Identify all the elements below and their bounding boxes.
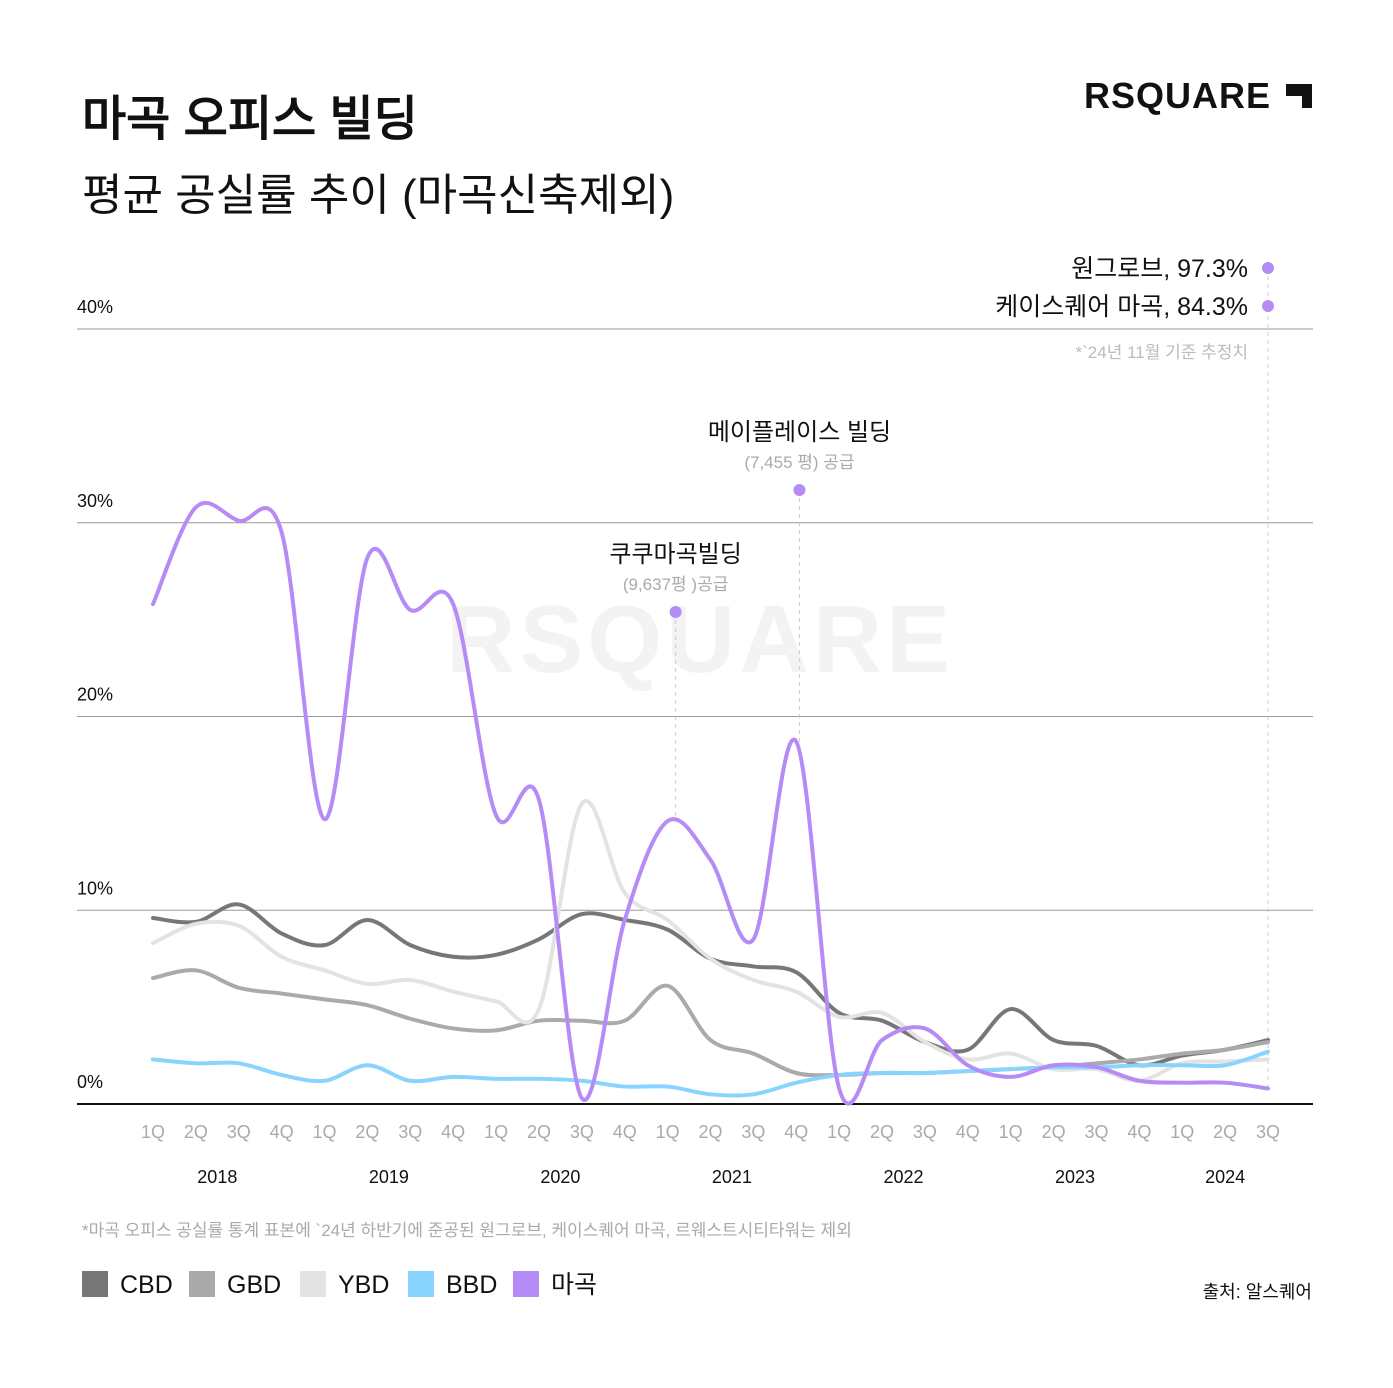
series-line (151, 1049, 1270, 1098)
x-tick-label: 2Q (698, 1122, 722, 1142)
x-tick-label: 1Q (1170, 1122, 1194, 1142)
x-tick-label: 1Q (141, 1122, 165, 1142)
x-group-label: 2019 (369, 1167, 409, 1187)
series-line (151, 799, 1270, 1083)
x-group-label: 2020 (540, 1167, 580, 1187)
outlier-label: 원그로브, 97.3% (1071, 255, 1248, 283)
series-line (151, 500, 1270, 1106)
x-tick-label: 4Q (613, 1122, 637, 1142)
watermark: RSQUARE (446, 586, 954, 693)
annotation-text: 메이플레이스 빌딩 (708, 419, 891, 446)
x-tick-label: 1Q (484, 1122, 508, 1142)
source: 출처: 알스퀘어 (1203, 1282, 1312, 1302)
legend-label: YBD (338, 1271, 389, 1299)
x-tick-label: 3Q (1256, 1122, 1280, 1142)
x-tick-label: 2Q (1042, 1122, 1066, 1142)
legend-swatch (408, 1271, 434, 1297)
chart-title: 마곡 오피스 빌딩 (82, 93, 418, 146)
x-group-label: 2018 (197, 1167, 237, 1187)
x-tick-label: 4Q (441, 1122, 465, 1142)
x-group-label: 2024 (1205, 1167, 1245, 1187)
legend-swatch (189, 1271, 215, 1297)
x-tick-label: 1Q (313, 1122, 337, 1142)
x-tick-label: 1Q (656, 1122, 680, 1142)
annotation-text: 쿠쿠마곡빌딩 (609, 541, 741, 568)
y-tick-label: 30% (77, 491, 113, 511)
legend-label: CBD (120, 1271, 173, 1299)
brand-icon (1286, 84, 1312, 108)
y-tick-label: 20% (77, 685, 113, 705)
x-tick-label: 2Q (1213, 1122, 1237, 1142)
legend-label: GBD (227, 1271, 281, 1299)
annotation-dot (669, 606, 682, 618)
annotation-dot (793, 484, 806, 496)
x-tick-label: 4Q (1127, 1122, 1151, 1142)
x-tick-label: 4Q (270, 1122, 294, 1142)
x-tick-label: 3Q (570, 1122, 594, 1142)
x-tick-label: 3Q (1084, 1122, 1108, 1142)
y-tick-label: 0% (77, 1072, 103, 1092)
legend-swatch (513, 1271, 539, 1297)
brand-logo: RSQUARE (1084, 75, 1271, 116)
x-tick-label: 3Q (741, 1122, 765, 1142)
x-group-label: 2021 (712, 1167, 752, 1187)
x-tick-label: 2Q (527, 1122, 551, 1142)
outlier-dot (1262, 300, 1274, 312)
legend-swatch (82, 1271, 108, 1297)
x-tick-label: 2Q (870, 1122, 894, 1142)
x-tick-label: 4Q (784, 1122, 808, 1142)
x-group-label: 2022 (883, 1167, 923, 1187)
outlier-dot (1262, 262, 1274, 274)
x-tick-label: 3Q (913, 1122, 937, 1142)
x-group-label: 2023 (1055, 1167, 1095, 1187)
x-tick-label: 1Q (827, 1122, 851, 1142)
footnote: *마곡 오피스 공실률 통계 표본에 `24년 하반기에 준공된 원그로브, 케… (82, 1221, 852, 1240)
legend-label: 마곡 (551, 1271, 597, 1299)
y-tick-label: 40% (77, 297, 113, 317)
x-tick-label: 2Q (184, 1122, 208, 1142)
annotation-subtext: (9,637평 )공급 (623, 575, 729, 594)
annotation-subtext: (7,455 평) 공급 (744, 453, 854, 472)
series-line (151, 968, 1270, 1078)
legend-label: BBD (446, 1271, 497, 1299)
x-tick-label: 4Q (956, 1122, 980, 1142)
x-tick-label: 1Q (999, 1122, 1023, 1142)
x-tick-label: 3Q (227, 1122, 251, 1142)
x-tick-label: 3Q (398, 1122, 422, 1142)
y-tick-label: 10% (77, 878, 113, 898)
legend-swatch (300, 1271, 326, 1297)
chart-subtitle: 평균 공실률 추이 (마곡신축제외) (82, 171, 674, 220)
outlier-label: 케이스퀘어 마곡, 84.3% (995, 293, 1248, 321)
outlier-note: *`24년 11월 기준 추정치 (1076, 343, 1248, 362)
x-tick-label: 2Q (355, 1122, 379, 1142)
